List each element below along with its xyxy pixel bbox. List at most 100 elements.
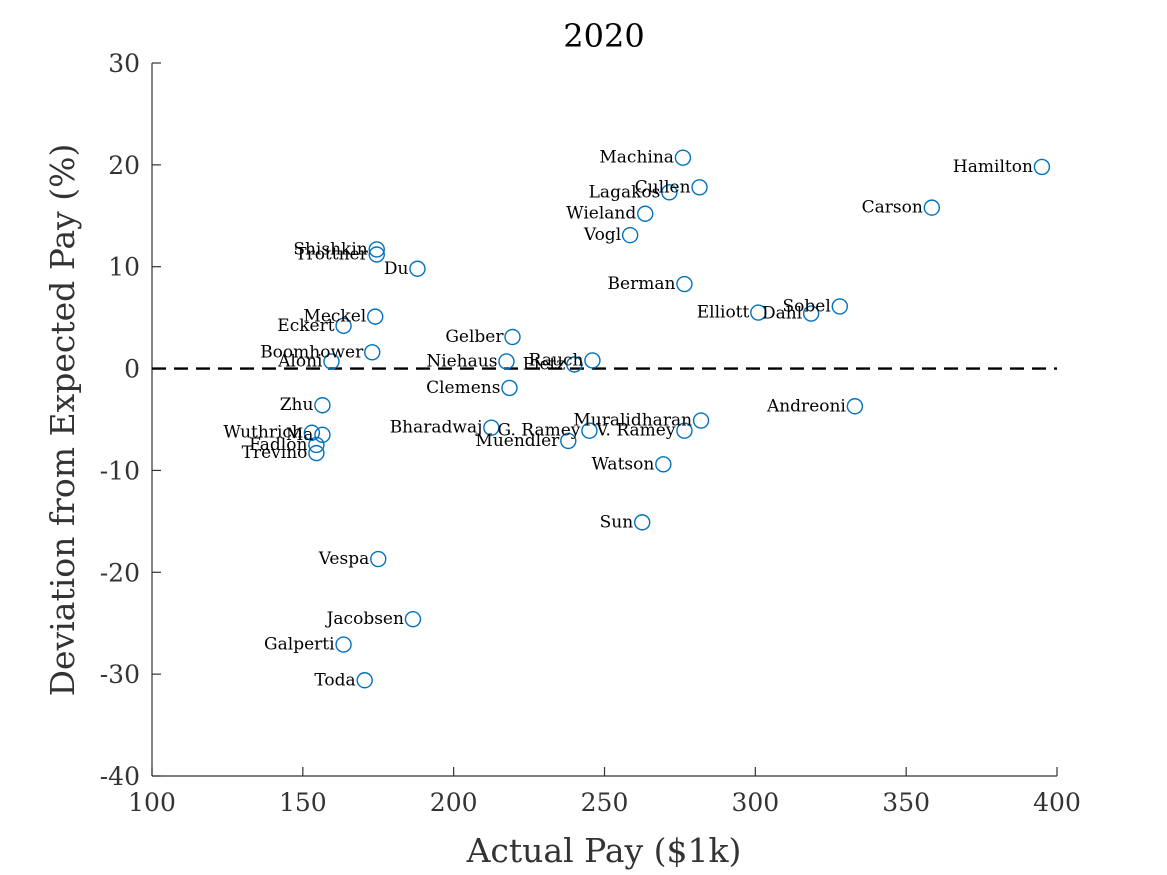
point-label: Bharadwaj xyxy=(390,418,483,438)
data-point xyxy=(566,356,583,373)
data-point xyxy=(661,184,678,201)
point-label: Cullen xyxy=(635,177,691,197)
x-tick-label: 400 xyxy=(1033,788,1081,817)
point-label: Wuthrich xyxy=(223,423,303,443)
y-axis-label: Deviation from Expected Pay (%) xyxy=(43,144,82,697)
point-labels: Hamilton Carson Machina CullenLagakosWielan… xyxy=(223,148,1033,691)
point-label: Eckert xyxy=(277,316,334,336)
data-point xyxy=(404,610,422,628)
data-point xyxy=(308,444,325,462)
point-label: Berman xyxy=(608,274,676,294)
data-point xyxy=(637,205,654,222)
data-point xyxy=(676,275,693,293)
point-label: Wieland xyxy=(566,204,636,224)
y-tick-label: 0 xyxy=(124,355,140,384)
data-point xyxy=(504,328,521,346)
x-tick-label: 100 xyxy=(128,788,176,817)
point-label: Clemens xyxy=(426,378,500,398)
point-label: Pietz xyxy=(523,354,566,374)
data-point xyxy=(584,352,601,369)
point-label: Hamilton xyxy=(953,157,1033,177)
y-tick-label: 30 xyxy=(108,49,140,78)
point-label: Andreoni xyxy=(766,396,846,416)
data-point xyxy=(846,398,864,415)
data-point xyxy=(634,514,651,531)
point-label: Muralidharan xyxy=(573,411,692,431)
data-point xyxy=(560,432,577,450)
x-axis-label: Actual Pay ($1k) xyxy=(466,831,742,870)
data-point xyxy=(691,179,708,196)
point-label: Fadlon xyxy=(249,435,307,455)
data-point xyxy=(314,426,331,443)
data-point xyxy=(308,436,325,454)
data-point xyxy=(692,412,710,429)
point-label: Rauch xyxy=(529,350,584,370)
data-point xyxy=(581,422,598,439)
data-point xyxy=(674,149,692,166)
data-point xyxy=(676,422,693,439)
point-label: Du xyxy=(384,259,409,279)
point-label: Gelber xyxy=(445,327,504,347)
data-point xyxy=(367,308,384,325)
point-label: Toda xyxy=(314,670,355,690)
data-point xyxy=(335,636,352,653)
point-label: Aloni xyxy=(277,351,323,371)
data-point xyxy=(831,298,848,315)
data-point xyxy=(923,199,941,216)
point-label: Jacobsen xyxy=(325,609,404,629)
point-label: Meckel xyxy=(303,307,366,327)
data-point xyxy=(621,226,639,244)
point-label: Trottner xyxy=(295,244,368,264)
y-tick-label: -40 xyxy=(100,762,140,791)
data-point xyxy=(323,353,340,370)
point-label: Vogl xyxy=(583,225,621,245)
x-ticks: 100 150 200 250 300 350 400 xyxy=(128,767,1081,817)
data-point xyxy=(501,379,518,397)
point-label: Elliott xyxy=(697,303,750,323)
point-label: Muendler xyxy=(475,431,560,451)
point-label: Dahl xyxy=(762,304,802,324)
y-tick-label: -10 xyxy=(100,456,140,485)
data-point xyxy=(335,317,352,334)
data-point xyxy=(409,260,426,277)
point-label: Sun xyxy=(600,512,634,532)
point-label: Sobel xyxy=(783,296,831,316)
point-label: Niehaus xyxy=(426,351,497,371)
data-point xyxy=(750,304,767,321)
data-point xyxy=(303,424,321,441)
x-tick-label: 350 xyxy=(882,788,930,817)
data-point xyxy=(364,344,381,361)
point-label: Ma xyxy=(286,425,314,445)
data-point xyxy=(368,246,385,263)
data-point xyxy=(655,456,672,473)
point-label: Boomhower xyxy=(260,342,364,362)
point-label: Watson xyxy=(591,454,654,474)
data-point xyxy=(1033,158,1051,176)
point-label: Zhu xyxy=(280,395,314,415)
data-point xyxy=(314,397,331,414)
data-point xyxy=(802,305,820,322)
point-label: Vespa xyxy=(318,549,370,569)
data-point xyxy=(483,419,500,436)
data-point xyxy=(356,672,373,689)
point-label: Carson xyxy=(862,198,923,218)
data-point xyxy=(498,353,515,370)
point-label: Trevino xyxy=(242,443,308,463)
chart-title: 2020 xyxy=(563,17,644,55)
x-tick-label: 250 xyxy=(581,788,629,817)
data-point xyxy=(368,241,385,258)
point-label: Lagakos xyxy=(589,182,661,202)
point-label: Shishkin xyxy=(293,239,367,259)
x-tick-label: 150 xyxy=(279,788,327,817)
y-tick-label: -20 xyxy=(100,558,140,587)
y-ticks: -40 -30 -20 -10 0 10 20 30 xyxy=(100,49,161,791)
point-label: V. Ramey xyxy=(595,421,676,441)
x-tick-label: 300 xyxy=(731,788,779,817)
point-label: Galperti xyxy=(264,635,335,655)
data-point xyxy=(370,550,387,568)
y-tick-label: 20 xyxy=(108,151,140,180)
point-label: Machina xyxy=(599,148,674,168)
data-points xyxy=(303,149,1051,689)
point-label: G. Ramey xyxy=(498,421,581,441)
